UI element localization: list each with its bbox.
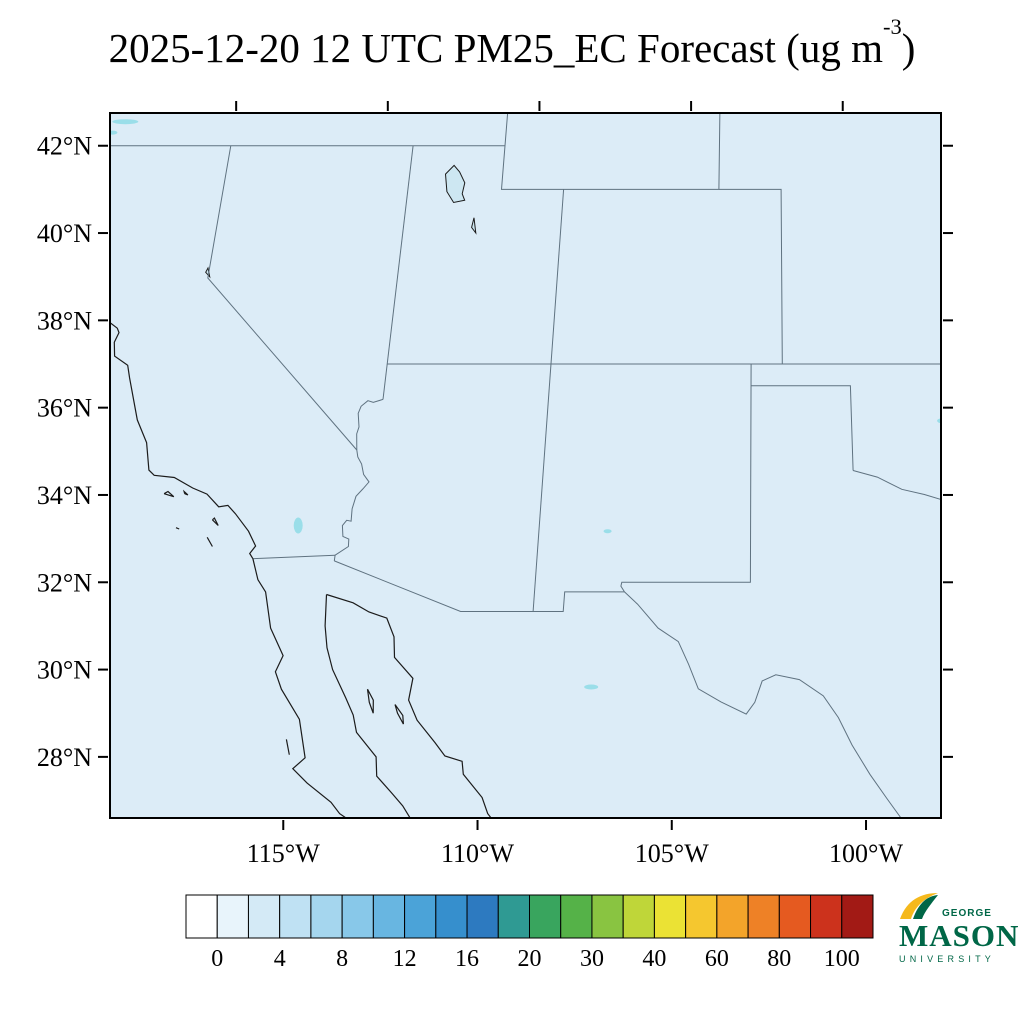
state-border — [751, 385, 854, 471]
colorbar-cell — [341, 894, 374, 939]
colorbar-cell — [653, 894, 687, 939]
y-axis-tick-label: 36°N — [37, 394, 92, 423]
y-axis-tick-label: 34°N — [37, 481, 92, 510]
gmu-logo-top: GEORGE — [899, 890, 1017, 920]
x-axis-tick-label: 115°W — [247, 839, 320, 868]
y-axis-tick-label: 30°N — [37, 656, 92, 685]
state-border — [532, 189, 565, 612]
gmu-logo-mason: MASON — [899, 918, 1020, 953]
colorbar-cell — [716, 894, 749, 939]
colorbar-tick-label: 100 — [824, 946, 860, 972]
coastline — [324, 594, 411, 818]
y-axis-tick-label: 28°N — [37, 743, 92, 772]
colorbar-cell — [747, 894, 780, 939]
forecast-map-figure: 42°N 40°N 38°N 36°N 34°N 32°N 30°N 28°N 115°W 110… — [37, 101, 953, 972]
coastline — [285, 739, 290, 755]
colorbar-cell — [560, 894, 593, 939]
coastline — [394, 704, 404, 725]
colorbar-tick-label: 80 — [767, 946, 791, 972]
water-patch — [110, 130, 118, 135]
map-frame — [109, 112, 942, 819]
gmu-leaf-icon — [900, 893, 938, 919]
colorbar-tick-label: 60 — [705, 946, 729, 972]
coastline — [206, 537, 213, 547]
water-patch — [584, 684, 599, 690]
axes-ticks: 42°N 40°N 38°N 36°N 34°N 32°N 30°N 28°N 115°W 110… — [37, 101, 953, 868]
figure-title-suffix: ) — [901, 25, 916, 71]
coastline — [163, 490, 175, 498]
coastline — [211, 517, 219, 526]
figure-title: 2025-12-20 12 UTC PM25_EC Forecast (ug m… — [0, 14, 1024, 72]
colorbar-cell — [279, 894, 312, 939]
state-border — [500, 113, 721, 190]
lake — [471, 217, 477, 235]
coastline — [326, 593, 492, 818]
colorbar-cell — [247, 894, 281, 939]
water-patch — [293, 517, 303, 534]
colorbar-tick-label: 8 — [336, 946, 348, 972]
colorbar-cell — [497, 894, 530, 939]
colorbar-cell — [622, 894, 655, 939]
coastline — [182, 489, 189, 496]
water-patch — [937, 418, 941, 424]
x-axis-tick-label: 110°W — [441, 839, 514, 868]
colorbar-cell — [685, 894, 718, 939]
state-border — [624, 591, 902, 818]
colorbar-cell — [466, 894, 499, 939]
colorbar-cell — [310, 894, 343, 939]
colorbar-tick-label: 30 — [580, 946, 604, 972]
colorbar-cell — [216, 894, 249, 939]
water-patch — [112, 119, 139, 125]
colorbar-tick-label: 40 — [642, 946, 666, 972]
colorbar-cell — [404, 894, 437, 939]
lake — [444, 164, 466, 204]
colorbar-cell — [435, 894, 468, 939]
x-axis-tick-label: 105°W — [635, 839, 709, 868]
colorbar-tick-label: 4 — [274, 946, 286, 972]
state-border — [207, 145, 358, 451]
gmu-logo: GEORGE MASON UNIVERSITY — [899, 890, 1020, 964]
gmu-logo-university: UNIVERSITY — [899, 954, 996, 964]
state-border — [718, 188, 783, 365]
colorbar-tick-label: 20 — [518, 946, 542, 972]
y-axis-tick-label: 42°N — [37, 132, 92, 161]
colorbar-cell — [810, 894, 843, 939]
coastline — [175, 527, 180, 530]
state-border — [334, 560, 625, 612]
state-border — [382, 145, 414, 400]
gmu-logo-george: GEORGE — [942, 908, 992, 919]
coastline — [110, 321, 257, 560]
x-axis-tick-label: 100°W — [829, 839, 903, 868]
state-border — [356, 398, 384, 451]
figure-title-text: 2025-12-20 12 UTC PM25_EC Forecast (ug m — [108, 25, 883, 71]
colorbar-tick-label: 0 — [211, 946, 223, 972]
colorbar-cell — [372, 894, 406, 939]
y-axis-tick-label: 38°N — [37, 306, 92, 335]
water-patch — [603, 529, 612, 534]
y-axis-tick-label: 32°N — [37, 568, 92, 597]
map-geometry — [110, 113, 941, 818]
state-border — [252, 554, 336, 560]
y-axis-tick-label: 40°N — [37, 219, 92, 248]
colorbar-tick-label: 12 — [393, 946, 417, 972]
state-border — [333, 449, 370, 561]
colorbar: 0 4 8 12 16 20 30 40 60 80 100 — [185, 894, 874, 972]
colorbar-cell — [778, 894, 812, 939]
colorbar-cell — [841, 894, 874, 939]
colorbar-cell — [591, 894, 624, 939]
colorbar-cell — [185, 894, 218, 939]
coastline — [252, 558, 348, 818]
figure-title-exponent: -3 — [882, 13, 902, 39]
coastline — [366, 688, 374, 714]
state-border — [852, 470, 941, 500]
map-background — [110, 113, 941, 818]
state-border — [620, 363, 752, 593]
colorbar-tick-label: 16 — [455, 946, 479, 972]
colorbar-cell — [529, 894, 562, 939]
